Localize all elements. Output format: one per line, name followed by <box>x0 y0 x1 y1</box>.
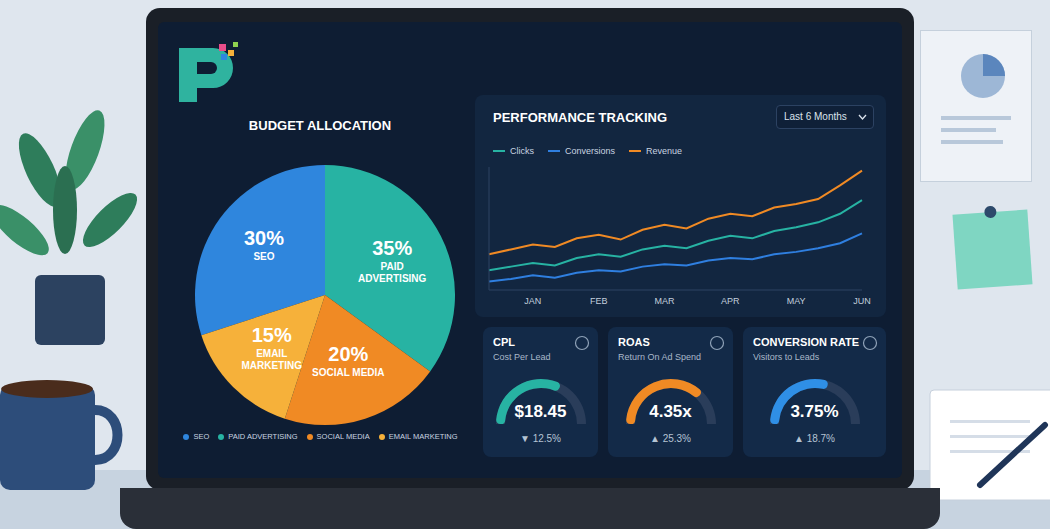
html-text:SOCIAL MEDIA: SOCIAL MEDIA <box>316 432 370 441</box>
html-text:Last 6 Months: Last 6 Months <box>784 111 847 122</box>
html-text:CONVERSION RATE: CONVERSION RATE <box>753 336 860 348</box>
svg-text:JAN: JAN <box>524 296 541 306</box>
html-text:Return On Ad Spend: Return On Ad Spend <box>618 352 702 362</box>
svg-text:MAY: MAY <box>787 296 806 306</box>
html-text:Revenue: Revenue <box>646 146 683 156</box>
html-text:Cost Per Lead: Cost Per Lead <box>493 352 551 362</box>
html-text:4.35x: 4.35x <box>649 402 692 421</box>
svg-text:35%PAIDADVERTISING: 35%PAIDADVERTISING <box>358 237 427 284</box>
svg-text:JUN: JUN <box>853 296 871 306</box>
html-text:▲ 18.7%: ▲ 18.7% <box>794 433 835 444</box>
html-text:Clicks: Clicks <box>510 146 534 156</box>
svg-text:MAR: MAR <box>655 296 676 306</box>
svg-text:20%SOCIAL MEDIA: 20%SOCIAL MEDIA <box>312 343 385 378</box>
html-text:PAID ADVERTISING: PAID ADVERTISING <box>228 432 298 441</box>
svg-text:APR: APR <box>721 296 740 306</box>
html-text:CPL: CPL <box>493 336 515 348</box>
html-text:▼ 12.5%: ▼ 12.5% <box>520 433 561 444</box>
html-text:PERFORMANCE TRACKING: PERFORMANCE TRACKING <box>493 110 668 125</box>
html-text:EMAIL MARKETING: EMAIL MARKETING <box>388 432 458 441</box>
html-text:Visitors to Leads: Visitors to Leads <box>753 352 820 362</box>
html-text:ROAS: ROAS <box>618 336 650 348</box>
svg-text:15%EMAILMARKETING: 15%EMAILMARKETING <box>241 324 302 371</box>
html-text:Conversions: Conversions <box>565 146 615 156</box>
svg-text:30%SEO: 30%SEO <box>244 227 284 262</box>
html-text:SEO: SEO <box>193 432 210 441</box>
html-text:BUDGET ALLOCATION: BUDGET ALLOCATION <box>248 118 392 133</box>
svg-text:FEB: FEB <box>590 296 608 306</box>
html-text:3.75%: 3.75% <box>790 402 839 421</box>
html-text:▲ 25.3%: ▲ 25.3% <box>650 433 691 444</box>
html-text:$18.45: $18.45 <box>514 402 567 421</box>
